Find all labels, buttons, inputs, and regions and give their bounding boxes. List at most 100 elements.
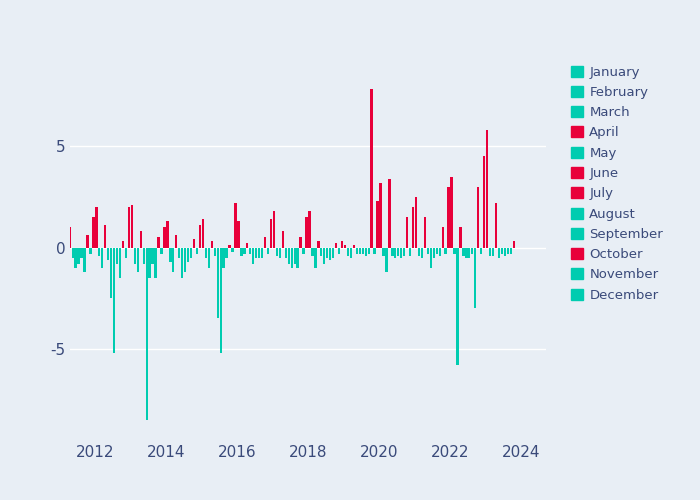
Bar <box>412 207 414 248</box>
Bar <box>261 248 263 258</box>
Bar <box>430 248 432 268</box>
Bar <box>308 211 311 248</box>
Bar <box>184 248 186 272</box>
Bar <box>196 248 198 254</box>
Bar <box>288 248 290 264</box>
Bar <box>240 248 243 256</box>
Bar <box>442 227 444 248</box>
Bar <box>83 248 85 272</box>
Bar <box>504 248 506 256</box>
Bar <box>74 248 77 268</box>
Bar <box>69 227 71 248</box>
Bar <box>216 248 219 318</box>
Bar <box>418 248 420 256</box>
Bar <box>403 248 405 256</box>
Bar <box>264 238 266 248</box>
Bar <box>101 248 104 268</box>
Bar <box>406 217 408 248</box>
Bar <box>151 248 154 264</box>
Bar <box>498 248 500 258</box>
Bar <box>338 248 340 254</box>
Bar <box>228 246 231 248</box>
Bar <box>258 248 260 258</box>
Bar <box>433 248 435 258</box>
Bar <box>305 217 308 248</box>
Bar <box>409 248 412 256</box>
Bar <box>323 248 326 264</box>
Bar <box>125 248 127 258</box>
Bar <box>279 248 281 258</box>
Bar <box>344 246 346 248</box>
Bar <box>312 248 314 256</box>
Bar <box>507 248 509 254</box>
Bar <box>377 201 379 248</box>
Bar <box>368 248 370 254</box>
Bar <box>214 248 216 256</box>
Bar <box>300 238 302 248</box>
Bar <box>60 230 62 248</box>
Bar <box>365 248 367 256</box>
Bar <box>439 248 441 256</box>
Bar <box>122 242 124 248</box>
Bar <box>391 248 393 256</box>
Bar <box>107 248 109 260</box>
Bar <box>51 238 53 248</box>
Bar <box>495 203 497 248</box>
Bar <box>397 248 400 256</box>
Bar <box>202 219 204 248</box>
Bar <box>389 178 391 248</box>
Bar <box>90 248 92 254</box>
Bar <box>450 176 453 248</box>
Bar <box>273 211 275 248</box>
Bar <box>427 248 429 254</box>
Bar <box>492 248 494 256</box>
Bar <box>211 242 213 248</box>
Bar <box>249 248 251 254</box>
Bar <box>356 248 358 254</box>
Bar <box>415 197 417 248</box>
Bar <box>119 248 121 278</box>
Bar <box>234 203 237 248</box>
Bar <box>187 248 189 262</box>
Bar <box>246 244 248 248</box>
Bar <box>160 248 162 254</box>
Bar <box>500 248 503 254</box>
Bar <box>86 236 89 248</box>
Bar <box>139 232 142 248</box>
Bar <box>220 248 222 353</box>
Bar <box>424 217 426 248</box>
Bar <box>362 248 364 254</box>
Bar <box>385 248 388 272</box>
Bar <box>190 248 193 258</box>
Bar <box>172 248 174 272</box>
Bar <box>232 248 234 252</box>
Bar <box>382 248 384 256</box>
Bar <box>346 248 349 256</box>
Bar <box>80 248 83 258</box>
Bar <box>477 186 480 248</box>
Bar <box>459 227 461 248</box>
Bar <box>314 248 316 268</box>
Bar <box>163 227 166 248</box>
Bar <box>270 219 272 248</box>
Bar <box>444 248 447 254</box>
Bar <box>223 248 225 268</box>
Bar <box>281 232 284 248</box>
Bar <box>421 248 423 258</box>
Bar <box>208 248 210 268</box>
Bar <box>181 248 183 278</box>
Bar <box>394 248 396 258</box>
Bar <box>193 240 195 248</box>
Bar <box>456 248 459 365</box>
Bar <box>466 248 468 258</box>
Bar <box>468 248 470 258</box>
Bar <box>166 221 169 248</box>
Bar <box>204 248 207 258</box>
Bar <box>335 244 337 248</box>
Bar <box>329 248 331 260</box>
Bar <box>379 182 382 248</box>
Bar <box>169 248 172 262</box>
Bar <box>373 248 376 254</box>
Bar <box>57 234 59 247</box>
Bar <box>255 248 258 258</box>
